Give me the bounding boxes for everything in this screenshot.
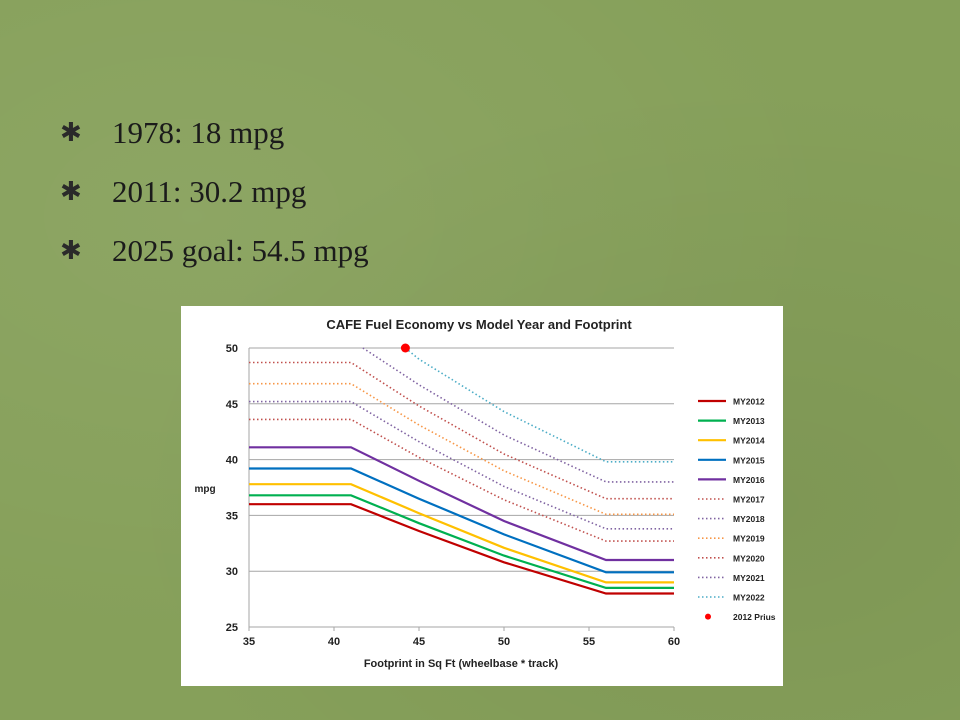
bullet-item: ✱ 1978: 18 mpg (60, 115, 369, 150)
y-tick-label: 45 (226, 399, 238, 411)
legend-label: MY2016 (733, 475, 765, 485)
legend-label: MY2012 (733, 397, 765, 407)
y-tick-label: 25 (226, 622, 238, 634)
legend-label: MY2019 (733, 534, 765, 544)
y-axis-label: mpg (194, 484, 215, 495)
x-tick-label: 60 (668, 636, 680, 648)
star-icon: ✱ (60, 236, 82, 266)
series-line-my2016 (249, 446, 674, 562)
prius-marker (400, 343, 410, 353)
x-tick-labels: 35 40 45 50 55 60 (243, 636, 680, 648)
series-line-my2017 (249, 418, 674, 542)
legend-label: MY2014 (733, 436, 765, 446)
legend-label: MY2022 (733, 593, 765, 603)
legend-label: MY2013 (733, 416, 765, 426)
bullet-item: ✱ 2025 goal: 54.5 mpg (60, 233, 369, 268)
series-line-my2020 (249, 361, 674, 500)
series-line-my2022 (404, 347, 674, 463)
legend: MY2012 MY2013 MY2014 MY2015 MY2016 MY2017 MY20… (698, 397, 776, 622)
series-line-my2015 (249, 467, 674, 574)
x-axis-label: Footprint in Sq Ft (wheelbase * track) (364, 658, 559, 670)
bullet-item: ✱ 2011: 30.2 mpg (60, 174, 369, 209)
y-tick-label: 35 (226, 510, 238, 522)
plot-area (249, 343, 674, 595)
legend-label: 2012 Prius (733, 612, 776, 622)
chart-title: CAFE Fuel Economy vs Model Year and Foot… (326, 317, 632, 332)
x-tick-label: 50 (498, 636, 510, 648)
y-tick-label: 40 (226, 455, 238, 467)
cafe-chart: CAFE Fuel Economy vs Model Year and Foot… (194, 317, 776, 670)
legend-label: MY2017 (733, 495, 765, 505)
star-icon: ✱ (60, 118, 82, 148)
bullet-text: 2025 goal: 54.5 mpg (112, 233, 369, 268)
bullet-text: 1978: 18 mpg (112, 115, 285, 150)
bullet-text: 2011: 30.2 mpg (112, 174, 307, 209)
grid-lines (248, 347, 675, 631)
series-line-my2013 (249, 494, 674, 589)
series-line-my2019 (249, 382, 674, 516)
x-tick-label: 55 (583, 636, 595, 648)
series-line-my2014 (249, 483, 674, 584)
legend-label: MY2018 (733, 514, 765, 524)
legend-swatch (705, 613, 711, 620)
x-tick-label: 40 (328, 636, 340, 648)
legend-label: MY2021 (733, 573, 765, 583)
series-line-my2021 (362, 347, 674, 483)
bullet-list: ✱ 1978: 18 mpg ✱ 2011: 30.2 mpg ✱ 2025 g… (60, 115, 369, 295)
chart-panel: CAFE Fuel Economy vs Model Year and Foot… (181, 306, 783, 686)
star-icon: ✱ (60, 177, 82, 207)
legend-label: MY2015 (733, 455, 765, 465)
legend-label: MY2020 (733, 553, 765, 563)
x-tick-label: 35 (243, 636, 255, 648)
y-tick-label: 50 (226, 343, 238, 355)
series-line-my2012 (249, 503, 674, 595)
y-tick-label: 30 (226, 566, 238, 578)
series-line-my2018 (249, 400, 674, 530)
x-tick-label: 45 (413, 636, 425, 648)
y-tick-labels: 25 30 35 40 45 50 (226, 343, 238, 634)
